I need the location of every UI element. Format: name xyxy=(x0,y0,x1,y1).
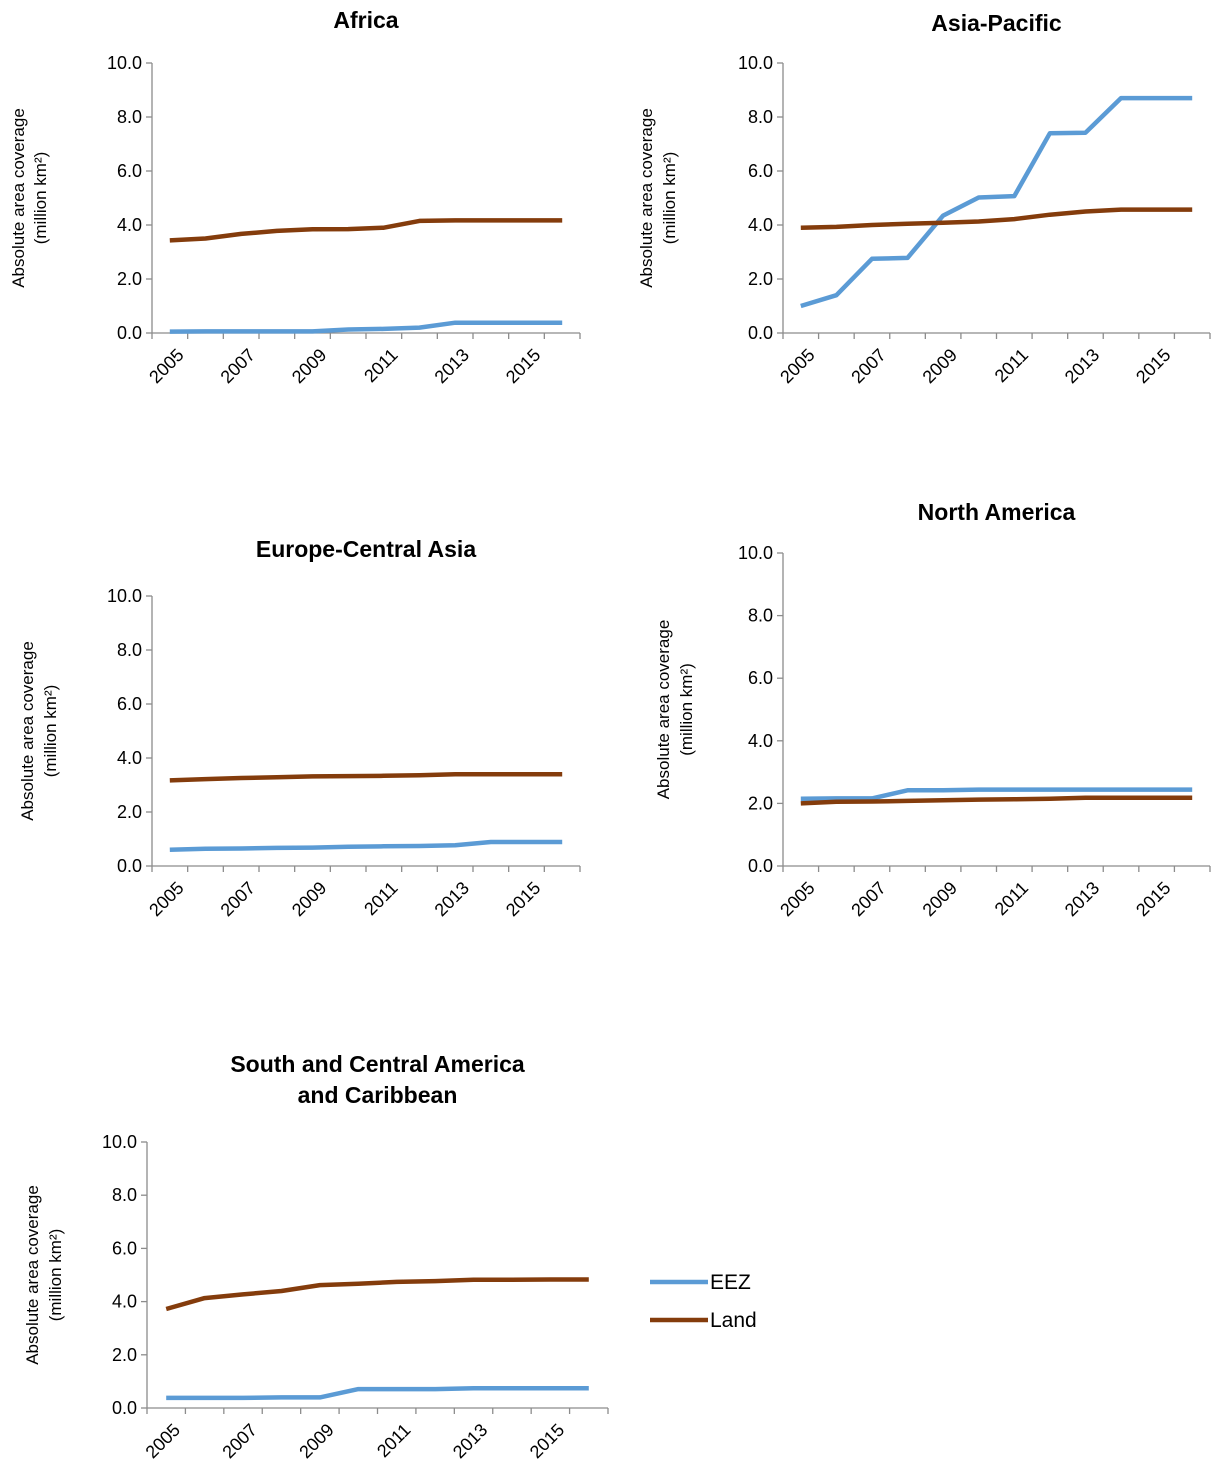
x-tick-label: 2011 xyxy=(991,345,1033,387)
y-tick-label: 6.0 xyxy=(748,161,773,181)
y-axis-unit: (million km²) xyxy=(660,152,679,245)
y-tick-label: 8.0 xyxy=(748,107,773,127)
x-tick-label: 2007 xyxy=(847,345,889,387)
y-tick-label: 6.0 xyxy=(117,161,142,181)
series-line-land xyxy=(169,218,563,243)
y-tick-label: 8.0 xyxy=(117,640,142,660)
legend-label: Land xyxy=(710,1309,757,1332)
legend: EEZ Land xyxy=(650,1271,757,1332)
chart-title-line: South and Central America xyxy=(230,1051,525,1077)
y-tick-label: 0.0 xyxy=(748,323,773,343)
y-tick-label: 6.0 xyxy=(117,694,142,714)
x-tick-label: 2005 xyxy=(142,1420,184,1462)
x-tick-label: 2005 xyxy=(776,878,818,920)
y-tick-label: 2.0 xyxy=(117,802,142,822)
x-tick-label: 2009 xyxy=(295,1420,337,1462)
x-tick-label: 2013 xyxy=(1061,345,1103,387)
x-tick-label: 2013 xyxy=(449,1420,491,1462)
x-tick-label: 2007 xyxy=(217,878,259,920)
x-tick-label: 2015 xyxy=(526,1420,568,1462)
y-tick-label: 4.0 xyxy=(112,1292,137,1312)
x-tick-label: 2011 xyxy=(373,1420,415,1462)
y-axis-label: Absolute area coverage xyxy=(18,641,37,821)
x-tick-label: 2013 xyxy=(1061,878,1103,920)
y-tick-label: 6.0 xyxy=(112,1238,137,1258)
series-line-land xyxy=(165,1277,589,1312)
y-tick-label: 6.0 xyxy=(748,668,773,688)
y-tick-label: 2.0 xyxy=(117,269,142,289)
chart-title: Europe-Central Asia xyxy=(256,536,476,562)
y-tick-label: 8.0 xyxy=(112,1185,137,1205)
y-tick-label: 10.0 xyxy=(738,543,773,563)
chart-panel: North America Absolute area coverage (mill… xyxy=(654,499,1211,920)
series-line-land xyxy=(800,207,1193,230)
y-axis-unit: (million km²) xyxy=(677,663,696,756)
y-tick-label: 4.0 xyxy=(748,215,773,235)
y-tick-label: 0.0 xyxy=(112,1398,137,1418)
y-axis-label: Absolute area coverage xyxy=(654,620,673,800)
y-tick-label: 8.0 xyxy=(748,606,773,626)
x-tick-label: 2011 xyxy=(360,345,402,387)
y-tick-label: 4.0 xyxy=(117,215,142,235)
chart-title: Africa xyxy=(333,7,398,33)
y-tick-label: 10.0 xyxy=(738,53,773,73)
y-tick-label: 2.0 xyxy=(112,1345,137,1365)
y-tick-label: 10.0 xyxy=(107,53,142,73)
chart-panel: Asia-Pacific Absolute area coverage (milli… xyxy=(637,10,1211,387)
series-line-eez xyxy=(800,95,1193,309)
y-tick-label: 8.0 xyxy=(117,107,142,127)
chart-panel: Africa Absolute area coverage (million km²… xyxy=(9,7,581,387)
y-tick-label: 0.0 xyxy=(117,856,142,876)
y-axis-label: Absolute area coverage xyxy=(9,108,28,288)
y-axis-unit: (million km²) xyxy=(31,152,50,245)
x-tick-label: 2009 xyxy=(288,345,330,387)
x-tick-label: 2005 xyxy=(145,878,187,920)
x-tick-label: 2013 xyxy=(431,345,473,387)
y-axis-unit: (million km²) xyxy=(41,685,60,778)
y-tick-label: 4.0 xyxy=(117,748,142,768)
y-axis-label: Absolute area coverage xyxy=(23,1185,42,1365)
x-tick-label: 2009 xyxy=(288,878,330,920)
x-tick-label: 2013 xyxy=(431,878,473,920)
y-tick-label: 2.0 xyxy=(748,793,773,813)
chart-panel: Europe-Central Asia Absolute area coverag… xyxy=(18,536,581,920)
chart-title-line: and Caribbean xyxy=(298,1082,458,1108)
series-line-eez xyxy=(169,320,563,334)
x-tick-label: 2015 xyxy=(1132,345,1174,387)
x-tick-label: 2015 xyxy=(502,878,544,920)
series-line-eez xyxy=(166,1386,589,1401)
y-axis-unit: (million km²) xyxy=(46,1229,65,1322)
y-tick-label: 10.0 xyxy=(107,586,142,606)
y-axis-label: Absolute area coverage xyxy=(637,108,656,288)
legend-label: EEZ xyxy=(710,1271,751,1294)
x-tick-label: 2005 xyxy=(776,345,818,387)
x-tick-label: 2007 xyxy=(218,1420,260,1462)
x-tick-label: 2005 xyxy=(145,345,187,387)
x-tick-label: 2007 xyxy=(217,345,259,387)
series-line-eez xyxy=(800,787,1193,801)
x-tick-label: 2007 xyxy=(847,878,889,920)
chart-title: Asia-Pacific xyxy=(931,10,1062,36)
x-tick-label: 2015 xyxy=(1132,878,1174,920)
series-line-land xyxy=(800,795,1193,806)
chart-panel: South and Central America and Caribbean Ab… xyxy=(23,1051,609,1462)
y-tick-label: 4.0 xyxy=(748,731,773,751)
y-tick-label: 2.0 xyxy=(748,269,773,289)
series-line-land xyxy=(169,771,563,783)
x-tick-label: 2011 xyxy=(360,878,402,920)
x-tick-label: 2011 xyxy=(991,878,1033,920)
x-tick-label: 2009 xyxy=(919,878,961,920)
y-tick-label: 0.0 xyxy=(117,323,142,343)
x-tick-label: 2015 xyxy=(502,345,544,387)
series-line-eez xyxy=(169,839,563,853)
y-tick-label: 0.0 xyxy=(748,856,773,876)
y-tick-label: 10.0 xyxy=(102,1132,137,1152)
chart-title: North America xyxy=(918,499,1076,525)
x-tick-label: 2009 xyxy=(919,345,961,387)
